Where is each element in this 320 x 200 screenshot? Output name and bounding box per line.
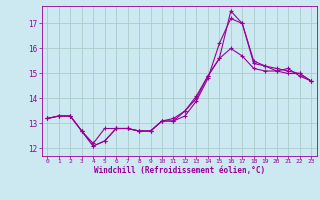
X-axis label: Windchill (Refroidissement éolien,°C): Windchill (Refroidissement éolien,°C): [94, 166, 265, 175]
